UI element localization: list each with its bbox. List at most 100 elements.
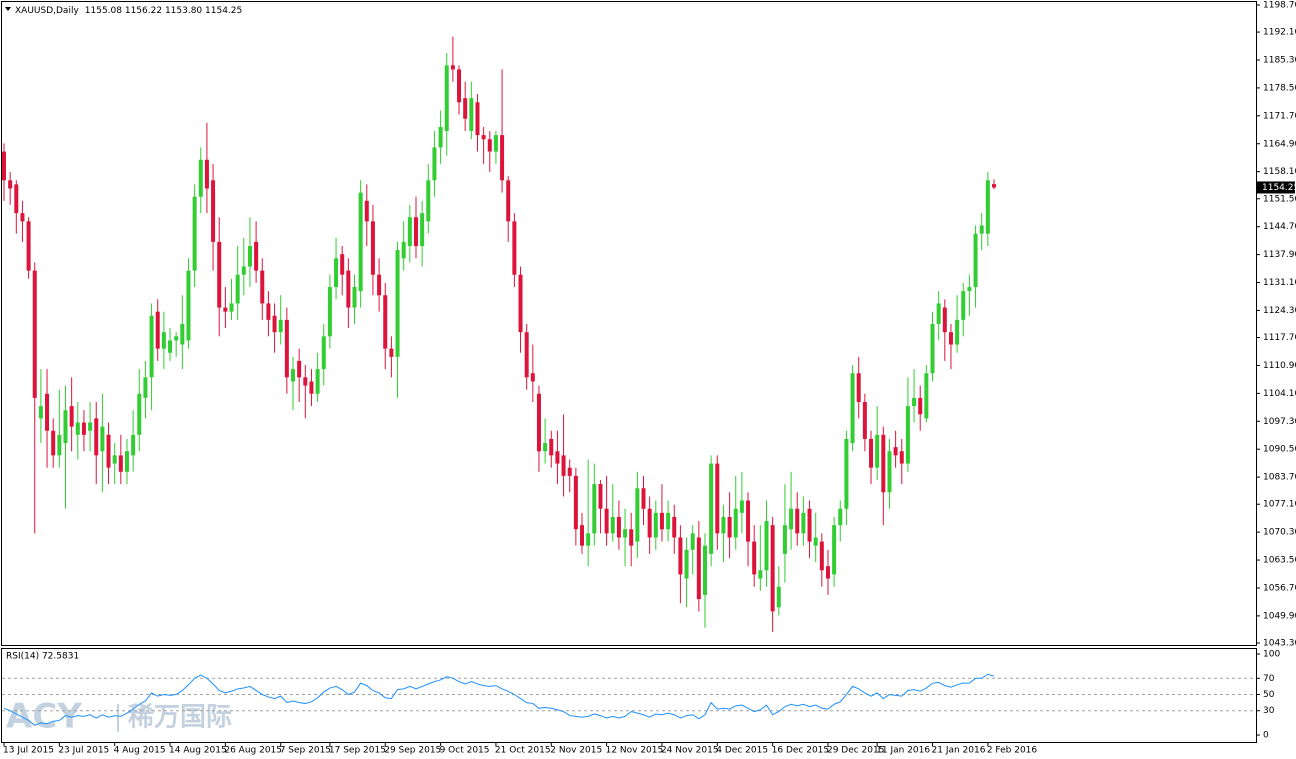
candle-body <box>776 586 781 608</box>
candle-body <box>942 307 947 333</box>
candle-body <box>155 311 160 349</box>
candle-body <box>918 397 923 415</box>
candle-body <box>961 291 966 320</box>
candle-body <box>789 508 794 530</box>
candle-body <box>413 217 418 246</box>
candle-body <box>598 484 603 509</box>
main-frame <box>1 1 1257 646</box>
candle-body <box>524 332 529 378</box>
candle-body <box>715 463 720 534</box>
candle-body <box>321 336 326 370</box>
candle-body <box>592 484 597 534</box>
candle-body <box>69 406 74 427</box>
candle-body <box>838 508 843 526</box>
header-arrow <box>5 7 11 11</box>
candle-body <box>770 525 775 612</box>
header: XAUUSD,Daily 1155.08 1156.22 1153.80 1154… <box>15 6 242 16</box>
candle-body <box>955 319 960 345</box>
candle-body <box>463 98 468 119</box>
candle-body <box>143 377 148 398</box>
candle-body <box>690 533 695 550</box>
candle-body <box>358 192 363 292</box>
candle-body <box>204 159 209 189</box>
candle-body <box>518 274 523 333</box>
symbol: XAUUSD,Daily <box>15 6 79 16</box>
y-tick-label: 1077.10 <box>1263 500 1296 510</box>
y-tick-label: 1171.70 <box>1263 111 1296 121</box>
x-tick-label: 21 Jan 2016 <box>932 746 986 756</box>
x-tick-label: 14 Aug 2015 <box>169 746 227 756</box>
candle-body <box>881 434 886 493</box>
candle-body <box>131 434 136 456</box>
candle-body <box>801 512 806 534</box>
candle-body <box>825 566 830 579</box>
x-tick-label: 7 Sep 2015 <box>280 746 331 756</box>
candle-body <box>254 241 259 271</box>
candle-body <box>899 451 904 464</box>
candle-body <box>567 467 572 476</box>
candle-body <box>696 537 701 600</box>
y-tick-label: 1110.90 <box>1263 361 1296 371</box>
candle-body <box>346 270 351 308</box>
candle-body <box>746 500 751 542</box>
x-tick-label: 11 Jan 2016 <box>876 746 930 756</box>
candle-body <box>438 126 443 148</box>
candle-body <box>106 434 111 468</box>
candle-body <box>635 488 640 542</box>
candle-body <box>543 443 548 452</box>
candle-body <box>291 369 296 382</box>
candle-body <box>340 254 345 275</box>
candle-body <box>862 401 867 439</box>
last-price: 1154.25 <box>1257 181 1296 194</box>
x-tick-label: 9 Oct 2015 <box>440 746 490 756</box>
candle-body <box>912 397 917 407</box>
candle-body <box>641 488 646 509</box>
candle-body <box>764 521 769 571</box>
candle-body <box>370 221 375 275</box>
x-tick-label: 16 Dec 2015 <box>772 746 830 756</box>
x-tick-label: 2 Feb 2016 <box>987 746 1038 756</box>
x-tick-label: 29 Dec 2015 <box>827 746 885 756</box>
candle-body <box>930 323 935 374</box>
candle-body <box>272 315 277 333</box>
candle-body <box>813 537 818 546</box>
candle-body <box>844 438 849 509</box>
candle-body <box>555 451 560 464</box>
last-price-box <box>1257 181 1295 194</box>
candle-body <box>81 422 86 435</box>
y-tick-label: 1090.50 <box>1263 445 1296 455</box>
candle-body <box>241 266 246 275</box>
candle-body <box>450 65 455 70</box>
candle-body <box>647 508 652 538</box>
watermark-name: 稀万国际 <box>128 703 232 733</box>
candle-body <box>14 184 19 214</box>
candle-body <box>118 455 123 472</box>
candle-body <box>420 213 425 246</box>
candle-body <box>893 447 898 456</box>
x-tick-label: 26 Aug 2015 <box>224 746 282 756</box>
candle-body <box>149 315 154 378</box>
candle-body <box>512 221 517 275</box>
y-tick-label: 1131.10 <box>1263 278 1296 288</box>
candle-body <box>623 529 628 538</box>
candle-body <box>659 512 664 530</box>
x-tick-label: 17 Sep 2015 <box>329 746 386 756</box>
candle-body <box>985 180 990 234</box>
candle-body <box>247 245 252 267</box>
y-tick-label: 30 <box>1263 706 1275 716</box>
candle-body <box>186 270 191 341</box>
rsi-line <box>3 673 995 726</box>
y-tick-label: 1151.50 <box>1263 194 1296 204</box>
x-tick-label: 2 Nov 2015 <box>550 746 602 756</box>
candle-body <box>709 463 714 554</box>
candle-body <box>629 529 634 546</box>
candle-body <box>721 516 726 534</box>
candle-body <box>457 69 462 103</box>
y-tick-label: 1049.90 <box>1263 611 1296 621</box>
candle-body <box>94 418 99 456</box>
candle-body <box>137 393 142 435</box>
candle-body <box>26 221 31 271</box>
candle-body <box>309 381 314 394</box>
